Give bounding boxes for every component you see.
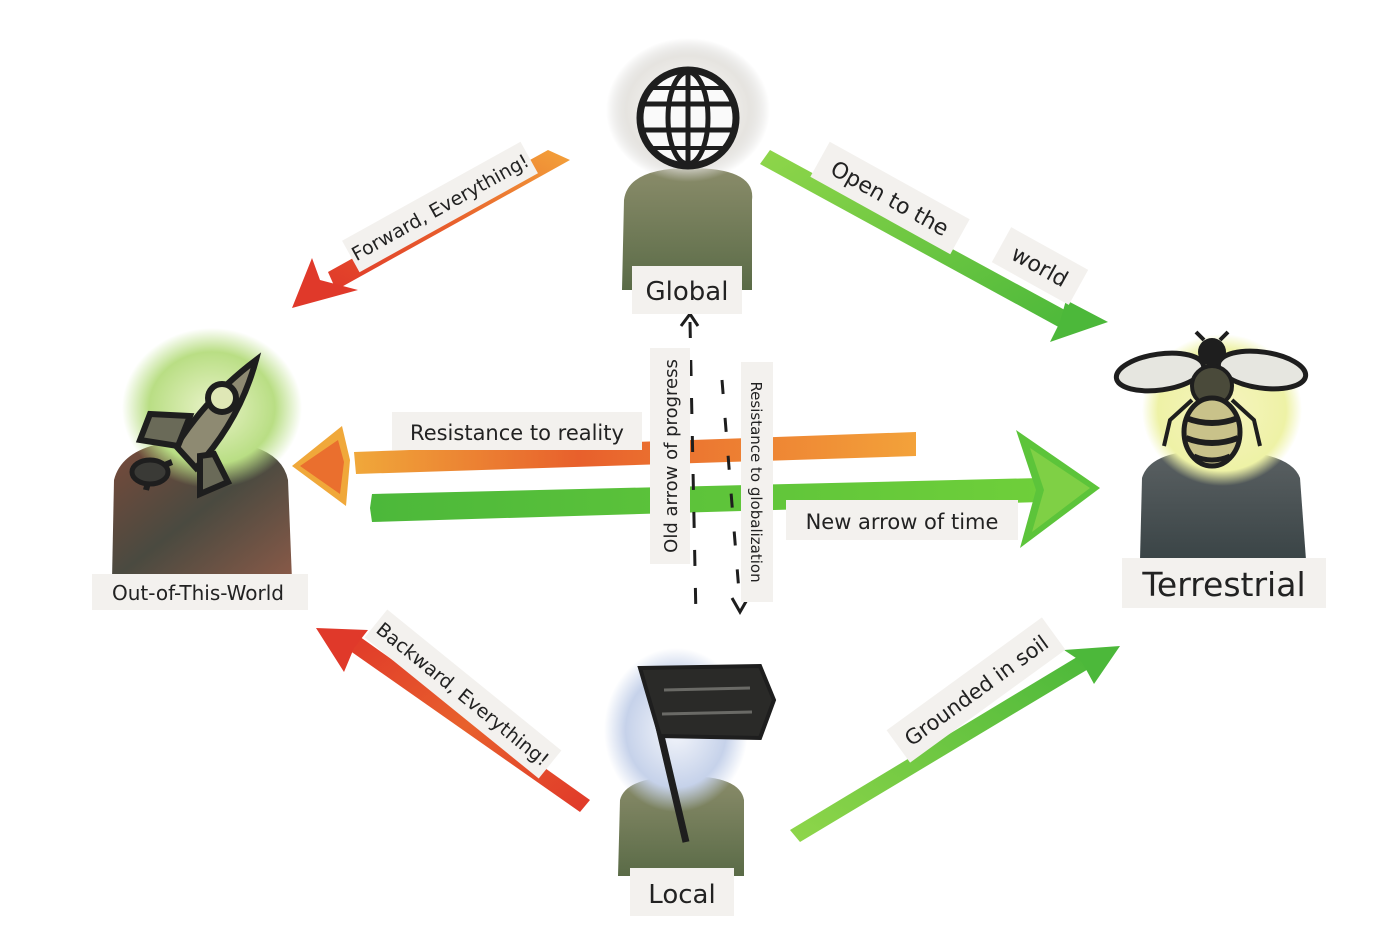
otw-label: Out-of-This-World	[112, 581, 284, 605]
resistance-global-label: Resistance to globalization	[747, 381, 765, 582]
otw-label-paper	[92, 574, 308, 610]
arrow-old-arrow-of-progress: Old arrow of progress	[650, 311, 700, 619]
local-label-paper	[630, 868, 734, 916]
forward-label-paper	[342, 141, 538, 273]
node-out-of-this-world: Out-of-This-World	[92, 328, 308, 610]
node-terrestrial: Terrestrial	[1113, 330, 1326, 608]
terrestrial-label: Terrestrial	[1141, 565, 1305, 604]
local-label: Local	[648, 880, 715, 910]
rocket-icon	[129, 352, 262, 499]
arrow-resistance-to-globalization: Resistance to globalization	[720, 362, 773, 616]
node-local: Local	[604, 648, 777, 916]
old-progress-label-paper	[650, 348, 690, 564]
arrow-grounded-in-soil: Grounded in soil	[790, 617, 1120, 842]
globe-icon	[636, 66, 740, 170]
global-label-paper	[632, 266, 742, 314]
arrow-backward-everything: Backward, Everything!	[316, 609, 590, 812]
new-time-label: New arrow of time	[806, 510, 999, 534]
arrow-new-arrow-of-time: New arrow of time	[370, 430, 1100, 548]
backward-label-paper	[364, 609, 562, 779]
open-label-paper-2	[991, 227, 1089, 305]
grounded-label-paper	[886, 617, 1066, 763]
backward-label: Backward, Everything!	[372, 618, 553, 771]
node-global: Global	[606, 38, 770, 314]
resistance-reality-label: Resistance to reality	[410, 421, 624, 445]
arrow-forward-everything: Forward, Everything!	[292, 141, 570, 308]
bee-icon	[1113, 330, 1309, 469]
open-label-paper-1	[810, 141, 970, 255]
resistance-global-label-paper	[741, 362, 773, 602]
forward-label: Forward, Everything!	[348, 150, 533, 266]
flag-icon	[637, 663, 777, 843]
arrow-resistance-to-reality: Resistance to reality	[292, 412, 916, 506]
terrestrial-label-paper	[1122, 558, 1326, 608]
global-body	[622, 168, 753, 290]
terrestrial-body	[1140, 450, 1306, 560]
new-time-label-paper	[786, 500, 1018, 540]
global-label: Global	[646, 277, 729, 307]
old-progress-label: Old arrow of progress	[661, 359, 682, 553]
arrow-open-to-the-world: Open to the world	[760, 141, 1108, 342]
resistance-reality-label-paper	[392, 412, 642, 450]
